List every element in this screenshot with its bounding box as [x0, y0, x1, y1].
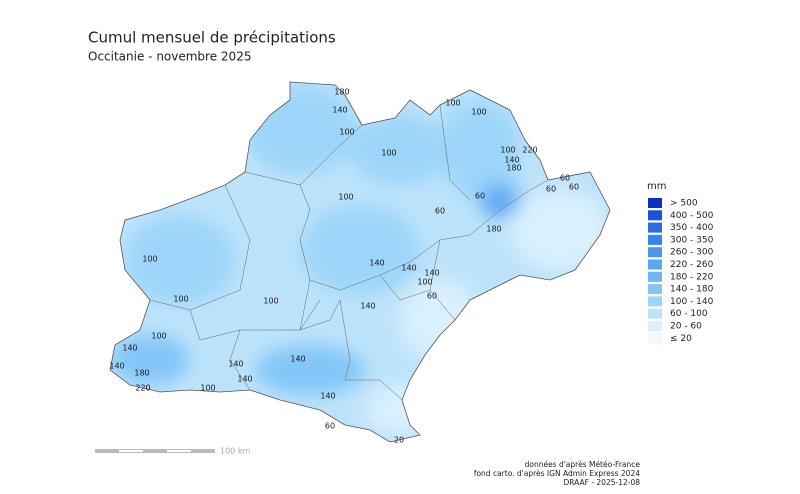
credit-line: DRAAF - 2025-12-08 — [563, 478, 640, 487]
contour-label: 100 — [200, 384, 215, 393]
legend-swatch — [648, 333, 662, 344]
legend-swatch — [648, 284, 662, 295]
contour-label: 100 — [445, 99, 460, 108]
contour-label: 100 — [381, 149, 396, 158]
contour-label: 100 — [417, 278, 432, 287]
contour-label: 180 — [506, 164, 521, 173]
legend-swatch — [648, 222, 662, 233]
map-subtitle: Occitanie - novembre 2025 — [88, 50, 251, 64]
contour-label: 140 — [424, 269, 439, 278]
contour-label: 140 — [122, 344, 137, 353]
contour-label: 180 — [486, 225, 501, 234]
map-title: Cumul mensuel de précipitations — [88, 29, 336, 47]
precipitation-field — [110, 82, 610, 442]
legend-label: ≤ 20 — [670, 334, 692, 344]
contour-label: 180 — [134, 369, 149, 378]
contour-label: 140 — [369, 259, 384, 268]
legend-label: 260 - 300 — [670, 248, 714, 258]
contour-label: 180 — [334, 88, 349, 97]
legend-label: > 500 — [670, 199, 698, 209]
contour-label: 100 — [338, 193, 353, 202]
legend-label: 220 - 260 — [670, 260, 714, 270]
credit-line: fond carto. d'après IGN Admin Express 20… — [474, 469, 640, 478]
scale-label: 100 km — [220, 447, 250, 456]
legend-swatch — [648, 234, 662, 245]
legend-swatch — [648, 210, 662, 221]
contour-label: 100 — [339, 128, 354, 137]
contour-label: 100 — [142, 255, 157, 264]
contour-label: 60 — [435, 207, 445, 216]
legend-swatch — [648, 308, 662, 319]
contour-label: 100 — [151, 332, 166, 341]
contour-label: 60 — [427, 292, 437, 301]
contour-label: 140 — [360, 302, 375, 311]
legend-label: 20 - 60 — [670, 322, 702, 332]
contour-label: 20 — [394, 436, 404, 445]
legend-title: mm — [647, 181, 666, 192]
contour-label: 220 — [522, 146, 537, 155]
legend-swatch — [648, 198, 662, 208]
legend-label: 60 - 100 — [670, 309, 708, 319]
credit-line: données d'après Météo-France — [525, 460, 641, 469]
contour-label: 60 — [569, 183, 579, 192]
legend-swatch — [648, 296, 662, 307]
contour-label: 140 — [237, 375, 252, 384]
legend-swatch — [648, 271, 662, 282]
legend-swatch — [648, 321, 662, 331]
contour-label: 100 — [500, 146, 515, 155]
contour-label: 140 — [332, 106, 347, 115]
contour-label: 100 — [263, 297, 278, 306]
contour-label: 140 — [290, 355, 305, 364]
legend-label: 300 - 350 — [670, 235, 714, 245]
scale-bar — [95, 449, 215, 453]
legend-label: 180 - 220 — [670, 272, 714, 282]
contour-label: 60 — [560, 174, 570, 183]
contour-label: 100 — [471, 108, 486, 117]
legend-swatch — [648, 259, 662, 270]
contour-label: 220 — [135, 384, 150, 393]
legend-label: 350 - 400 — [670, 223, 714, 233]
legend-label: 140 - 180 — [670, 285, 714, 295]
contour-label: 140 — [504, 156, 519, 165]
contour-label: 60 — [475, 192, 485, 201]
contour-label: 140 — [109, 362, 124, 371]
department-borders — [149, 104, 549, 401]
contour-label: 140 — [320, 392, 335, 401]
contour-label: 60 — [325, 422, 335, 431]
contour-label: 140 — [228, 360, 243, 369]
legend-label: 100 - 140 — [670, 297, 714, 307]
contour-label: 60 — [546, 185, 556, 194]
legend-label: 400 - 500 — [670, 211, 714, 221]
contour-label: 140 — [401, 264, 416, 273]
legend-swatch — [648, 247, 662, 258]
contour-label: 100 — [173, 295, 188, 304]
